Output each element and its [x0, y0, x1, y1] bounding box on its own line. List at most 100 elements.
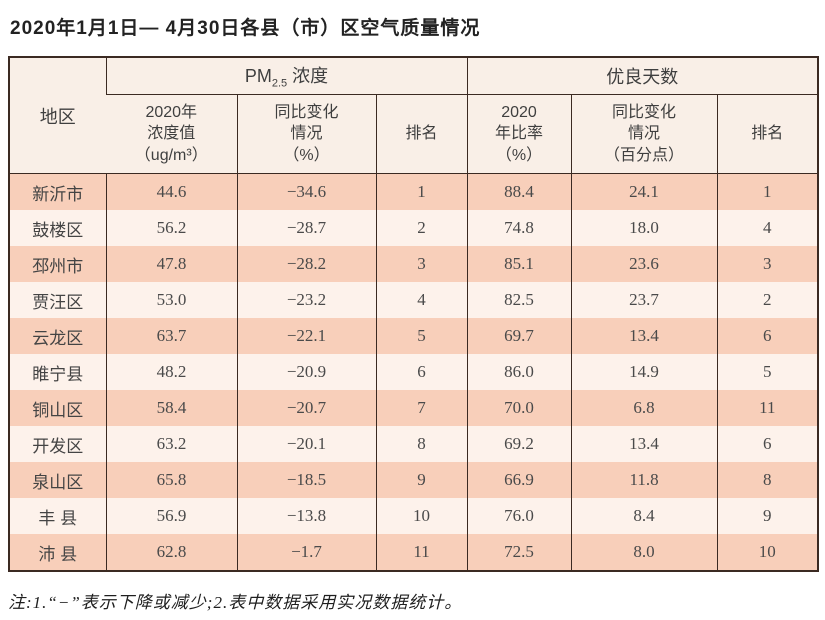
- cell-good-ratio: 66.9: [466, 462, 572, 498]
- cell-good-change: 18.0: [570, 210, 718, 246]
- cell-pm-change: −18.5: [236, 462, 376, 498]
- cell-region: 贾汪区: [9, 282, 106, 318]
- cell-pm-change: −20.1: [236, 426, 376, 462]
- cell-region: 邳州市: [9, 246, 106, 282]
- table-row: 泉山区 65.8 −18.5 9 66.9 11.8 8: [9, 462, 819, 498]
- cell-good-rank: 4: [716, 210, 819, 246]
- cell-good-rank: 8: [716, 462, 819, 498]
- cell-pm-value: 48.2: [105, 354, 237, 390]
- cell-good-ratio: 70.0: [466, 390, 572, 426]
- cell-region: 开发区: [9, 426, 106, 462]
- table-row: 新沂市 44.6 −34.6 1 88.4 24.1 1: [9, 173, 819, 210]
- cell-pm-change: −20.7: [236, 390, 376, 426]
- cell-pm-change: −28.2: [236, 246, 376, 282]
- cell-pm-rank: 9: [375, 462, 468, 498]
- cell-pm-change: −23.2: [236, 282, 376, 318]
- header-group-row: 地区 PM2.5 浓度 优良天数: [9, 57, 819, 174]
- table-row: 鼓楼区 56.2 −28.7 2 74.8 18.0 4: [9, 210, 819, 246]
- cell-pm-rank: 2: [375, 210, 468, 246]
- cell-good-change: 14.9: [570, 354, 718, 390]
- cell-good-ratio: 76.0: [466, 498, 572, 534]
- cell-pm-value: 47.8: [105, 246, 237, 282]
- table-row: 沛 县 62.8 −1.7 11 72.5 8.0 10: [9, 534, 819, 571]
- cell-good-ratio: 88.4: [466, 173, 572, 210]
- column-header-good-rank: 排名: [716, 94, 819, 174]
- cell-pm-rank: 10: [375, 498, 468, 534]
- column-header-pm-change: 同比变化 情况 （%）: [236, 94, 376, 174]
- cell-good-change: 8.0: [570, 534, 718, 571]
- cell-pm-value: 56.2: [105, 210, 237, 246]
- cell-pm-change: −13.8: [236, 498, 376, 534]
- cell-pm-change: −34.6: [236, 173, 376, 210]
- cell-region: 睢宁县: [9, 354, 106, 390]
- pm-suffix-label: 浓度: [287, 66, 329, 87]
- header-sub-row: 2020年 浓度值 （ug/m³） 同比变化 情况 （%） 排名 2020 年比…: [9, 94, 819, 174]
- cell-good-rank: 5: [716, 354, 819, 390]
- cell-good-ratio: 69.2: [466, 426, 572, 462]
- cell-pm-change: −28.7: [236, 210, 376, 246]
- cell-pm-rank: 3: [375, 246, 468, 282]
- column-group-good-days: 优良天数: [466, 57, 819, 95]
- cell-pm-value: 56.9: [105, 498, 237, 534]
- cell-good-change: 13.4: [570, 426, 718, 462]
- table-row: 开发区 63.2 −20.1 8 69.2 13.4 6: [9, 426, 819, 462]
- table-row: 云龙区 63.7 −22.1 5 69.7 13.4 6: [9, 318, 819, 354]
- cell-pm-value: 63.2: [105, 426, 237, 462]
- cell-good-rank: 10: [716, 534, 819, 571]
- cell-pm-rank: 1: [375, 173, 468, 210]
- cell-pm-change: −1.7: [236, 534, 376, 571]
- cell-region: 鼓楼区: [9, 210, 106, 246]
- column-header-good-ratio: 2020 年比率 （%）: [466, 94, 572, 174]
- cell-pm-rank: 4: [375, 282, 468, 318]
- cell-good-ratio: 82.5: [466, 282, 572, 318]
- cell-pm-rank: 8: [375, 426, 468, 462]
- cell-good-ratio: 72.5: [466, 534, 572, 571]
- cell-region: 丰 县: [9, 498, 106, 534]
- table-row: 邳州市 47.8 −28.2 3 85.1 23.6 3: [9, 246, 819, 282]
- cell-region: 云龙区: [9, 318, 106, 354]
- cell-pm-value: 63.7: [105, 318, 237, 354]
- cell-region: 沛 县: [9, 534, 106, 571]
- cell-pm-rank: 6: [375, 354, 468, 390]
- cell-good-ratio: 85.1: [466, 246, 572, 282]
- cell-good-rank: 11: [716, 390, 819, 426]
- cell-good-ratio: 74.8: [466, 210, 572, 246]
- cell-good-change: 23.6: [570, 246, 718, 282]
- column-header-good-change: 同比变化 情况 （百分点）: [570, 94, 718, 174]
- footnote: 注:1.“−”表示下降或减少;2.表中数据采用实况数据统计。: [8, 593, 463, 612]
- cell-region: 泉山区: [9, 462, 106, 498]
- cell-good-change: 11.8: [570, 462, 718, 498]
- cell-pm-change: −22.1: [236, 318, 376, 354]
- cell-good-rank: 1: [716, 173, 819, 210]
- cell-good-change: 8.4: [570, 498, 718, 534]
- cell-good-change: 24.1: [570, 173, 718, 210]
- page-title: 2020年1月1日— 4月30日各县（市）区空气质量情况: [10, 18, 481, 39]
- cell-pm-rank: 11: [375, 534, 468, 571]
- column-group-pm25: PM2.5 浓度: [105, 57, 468, 95]
- cell-pm-value: 44.6: [105, 173, 237, 210]
- cell-pm-rank: 5: [375, 318, 468, 354]
- cell-good-rank: 3: [716, 246, 819, 282]
- column-header-region: 地区: [9, 57, 106, 174]
- cell-good-change: 23.7: [570, 282, 718, 318]
- cell-pm-value: 53.0: [105, 282, 237, 318]
- cell-good-rank: 2: [716, 282, 819, 318]
- cell-good-rank: 6: [716, 318, 819, 354]
- cell-region: 铜山区: [9, 390, 106, 426]
- cell-good-rank: 9: [716, 498, 819, 534]
- cell-good-ratio: 69.7: [466, 318, 572, 354]
- column-header-pm-value: 2020年 浓度值 （ug/m³）: [106, 94, 237, 174]
- pm-label: PM: [244, 66, 272, 87]
- cell-pm-rank: 7: [375, 390, 468, 426]
- cell-pm-value: 58.4: [105, 390, 237, 426]
- table-row: 铜山区 58.4 −20.7 7 70.0 6.8 11: [9, 390, 819, 426]
- column-header-pm-rank: 排名: [375, 94, 468, 174]
- cell-region: 新沂市: [9, 173, 106, 210]
- table-row: 贾汪区 53.0 −23.2 4 82.5 23.7 2: [9, 282, 819, 318]
- pm-subscript: 2.5: [271, 77, 288, 90]
- cell-good-rank: 6: [716, 426, 819, 462]
- cell-good-change: 13.4: [570, 318, 718, 354]
- cell-good-change: 6.8: [570, 390, 718, 426]
- cell-pm-change: −20.9: [236, 354, 376, 390]
